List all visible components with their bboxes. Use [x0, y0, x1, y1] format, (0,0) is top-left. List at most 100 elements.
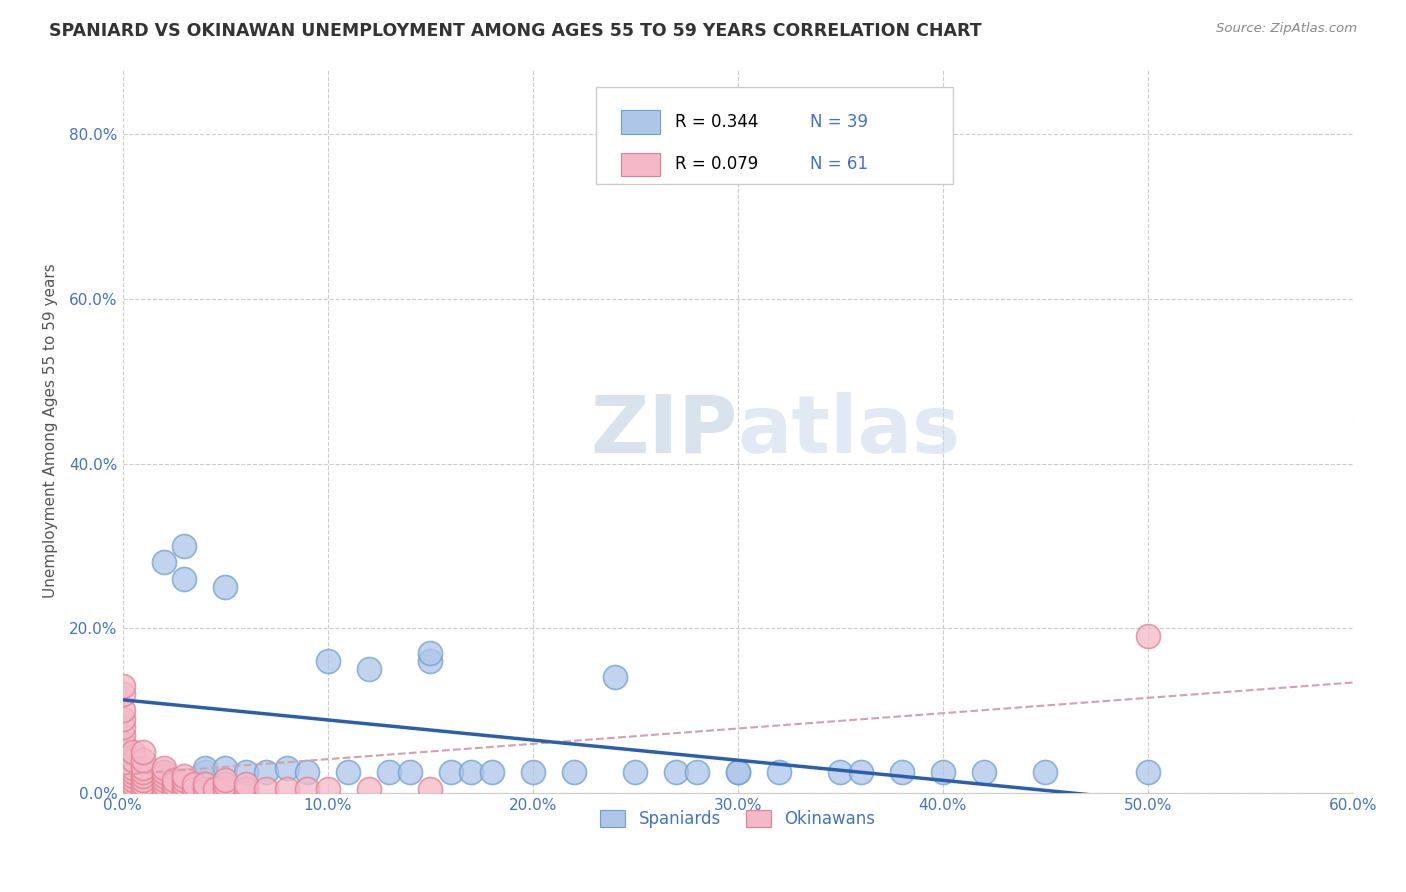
Text: Source: ZipAtlas.com: Source: ZipAtlas.com: [1216, 22, 1357, 36]
Point: [481, 765, 503, 780]
Point: [111, 703, 134, 717]
Point: [931, 765, 953, 780]
Point: [337, 765, 360, 780]
Point: [111, 712, 134, 726]
FancyBboxPatch shape: [596, 87, 953, 185]
Point: [183, 777, 205, 791]
Point: [194, 781, 217, 796]
Point: [132, 761, 155, 775]
Point: [152, 555, 174, 569]
Point: [398, 765, 420, 780]
Text: R = 0.344: R = 0.344: [675, 113, 758, 131]
Point: [132, 765, 155, 780]
Point: [460, 765, 482, 780]
Point: [111, 781, 134, 796]
Point: [685, 765, 707, 780]
Point: [439, 765, 461, 780]
Point: [357, 781, 380, 796]
Point: [111, 720, 134, 734]
Point: [121, 761, 143, 775]
Point: [194, 761, 217, 775]
Point: [152, 765, 174, 780]
Point: [121, 753, 143, 767]
Point: [1136, 629, 1159, 643]
Point: [132, 777, 155, 791]
FancyBboxPatch shape: [621, 111, 661, 134]
Point: [1033, 765, 1056, 780]
Point: [419, 646, 441, 660]
Point: [214, 580, 236, 594]
Point: [111, 679, 134, 693]
Point: [111, 728, 134, 742]
Point: [152, 781, 174, 796]
Point: [295, 781, 318, 796]
Point: [132, 781, 155, 796]
Point: [173, 769, 195, 783]
Point: [830, 765, 852, 780]
Point: [121, 745, 143, 759]
Point: [194, 777, 217, 791]
Point: [214, 761, 236, 775]
Point: [111, 687, 134, 701]
Point: [132, 773, 155, 788]
Point: [727, 765, 749, 780]
Point: [235, 777, 257, 791]
Point: [254, 781, 277, 796]
Y-axis label: Unemployment Among Ages 55 to 59 years: Unemployment Among Ages 55 to 59 years: [44, 263, 58, 598]
Point: [132, 753, 155, 767]
Point: [665, 765, 688, 780]
Point: [214, 773, 236, 788]
Point: [316, 654, 339, 668]
Point: [973, 765, 995, 780]
Point: [214, 781, 236, 796]
FancyBboxPatch shape: [621, 153, 661, 176]
Point: [132, 745, 155, 759]
Point: [522, 765, 544, 780]
Point: [276, 781, 298, 796]
Point: [624, 765, 647, 780]
Point: [214, 777, 236, 791]
Point: [111, 736, 134, 750]
Point: [1136, 765, 1159, 780]
Point: [152, 769, 174, 783]
Point: [419, 654, 441, 668]
Point: [121, 769, 143, 783]
Point: [111, 777, 134, 791]
Text: R = 0.079: R = 0.079: [675, 155, 758, 173]
Point: [132, 769, 155, 783]
Point: [419, 781, 441, 796]
Point: [152, 773, 174, 788]
Point: [254, 765, 277, 780]
Point: [173, 777, 195, 791]
Text: SPANIARD VS OKINAWAN UNEMPLOYMENT AMONG AGES 55 TO 59 YEARS CORRELATION CHART: SPANIARD VS OKINAWAN UNEMPLOYMENT AMONG …: [49, 22, 981, 40]
Point: [163, 781, 186, 796]
Point: [378, 765, 401, 780]
Point: [111, 769, 134, 783]
Point: [132, 769, 155, 783]
Text: N = 61: N = 61: [810, 155, 869, 173]
Point: [121, 781, 143, 796]
Text: ZIP: ZIP: [591, 392, 738, 469]
Point: [727, 765, 749, 780]
Point: [235, 781, 257, 796]
Point: [295, 765, 318, 780]
Point: [316, 781, 339, 796]
Point: [152, 765, 174, 780]
Point: [173, 773, 195, 788]
Point: [276, 761, 298, 775]
Point: [890, 765, 912, 780]
Point: [121, 773, 143, 788]
Point: [111, 753, 134, 767]
Point: [194, 765, 217, 780]
Point: [357, 662, 380, 676]
Point: [183, 781, 205, 796]
Point: [121, 765, 143, 780]
Point: [152, 761, 174, 775]
Point: [562, 765, 585, 780]
Text: atlas: atlas: [738, 392, 960, 469]
Point: [152, 777, 174, 791]
Point: [603, 670, 626, 684]
Legend: Spaniards, Okinawans: Spaniards, Okinawans: [593, 804, 882, 835]
Point: [111, 765, 134, 780]
Point: [163, 777, 186, 791]
